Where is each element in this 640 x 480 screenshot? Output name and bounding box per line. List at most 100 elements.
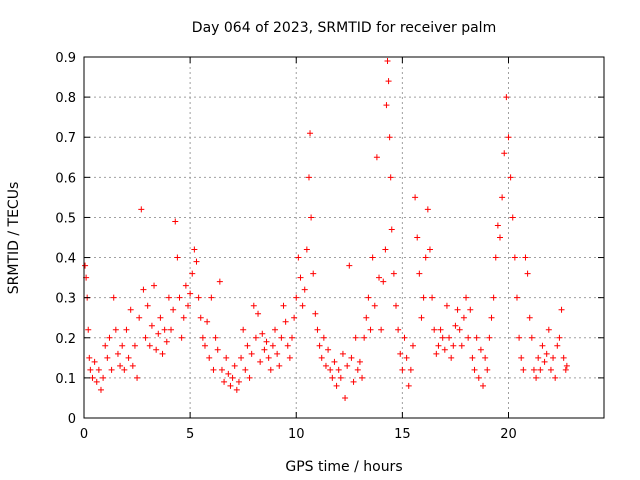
chart-title: Day 064 of 2023, SRMTID for receiver pal… [192,20,496,36]
data-point [314,326,321,333]
data-point [291,314,298,321]
data-point [225,370,232,377]
data-point [117,362,124,369]
data-point [153,346,160,353]
data-point [497,234,503,241]
data-point [93,378,100,385]
data-point [384,58,391,65]
data-point [242,366,249,373]
y-tick-label: 0 [68,412,76,427]
data-point [201,342,208,349]
data-point [397,350,404,357]
data-point [320,334,327,341]
data-point [252,334,259,341]
data-point [524,270,531,277]
data-point [369,254,376,261]
data-point [443,302,450,309]
data-point [441,346,448,353]
data-point [435,342,442,349]
data-point [518,354,525,361]
data-point [344,362,351,369]
data-point [407,366,414,373]
data-point [356,358,363,365]
data-point [558,306,565,313]
data-point [185,302,191,309]
data-point [176,294,183,301]
data-point [231,362,238,369]
data-point [382,246,389,253]
data-point [458,342,465,349]
data-point [121,366,128,373]
data-point [322,362,329,369]
data-point [395,326,402,333]
data-point [274,350,281,357]
data-point [450,342,457,349]
data-points [82,58,570,401]
data-point [280,302,287,309]
data-point [238,354,245,361]
data-point [221,378,228,385]
data-point [106,334,113,341]
data-point [272,326,279,333]
data-point [386,134,393,141]
data-point [422,254,429,261]
data-point [528,334,535,341]
data-point [327,366,334,373]
data-point [155,330,162,337]
data-point [195,294,202,301]
data-point [278,334,285,341]
data-point [87,366,94,373]
axis-ticks: 0 0.1 0.2 0.3 0.4 0.5 0.6 0.7 0.8 0.9 0 5 10 15 20 [55,51,604,442]
data-point [433,350,440,357]
x-tick-label: 10 [288,427,305,442]
data-point [492,254,499,261]
data-point [537,366,544,373]
data-point [307,130,314,137]
data-point [142,334,149,341]
data-point [86,354,93,361]
data-point [505,134,512,141]
data-point [165,294,172,301]
data-point [484,366,491,373]
data-point [161,326,168,333]
data-point [187,290,194,297]
data-point [282,318,289,325]
data-point [85,326,92,333]
data-point [110,294,117,301]
data-point [206,354,213,361]
data-point [533,374,540,381]
data-point [499,194,506,201]
y-tick-label: 0.9 [55,51,76,66]
data-point [463,294,470,301]
data-point [431,326,438,333]
data-point [329,374,336,381]
data-point [295,254,302,261]
data-point [494,222,501,229]
data-point [418,314,425,321]
data-point [562,366,569,373]
data-point [182,282,189,289]
data-point [146,342,153,349]
data-point [378,326,385,333]
data-point [284,342,291,349]
data-point [480,382,487,389]
data-point [244,342,251,349]
data-point [390,270,397,277]
data-point [208,294,215,301]
data-point [89,374,96,381]
data-point [129,362,136,369]
x-tick-label: 20 [500,427,517,442]
data-point [312,310,319,317]
data-point [383,102,390,109]
data-point [477,346,484,353]
data-point [310,270,317,277]
data-point [490,294,497,301]
data-point [387,174,394,181]
data-point [104,354,111,361]
data-point [114,350,121,357]
data-point [420,294,427,301]
data-point [539,342,546,349]
data-point [151,282,158,289]
data-point [350,378,357,385]
y-tick-label: 0.6 [55,171,76,186]
